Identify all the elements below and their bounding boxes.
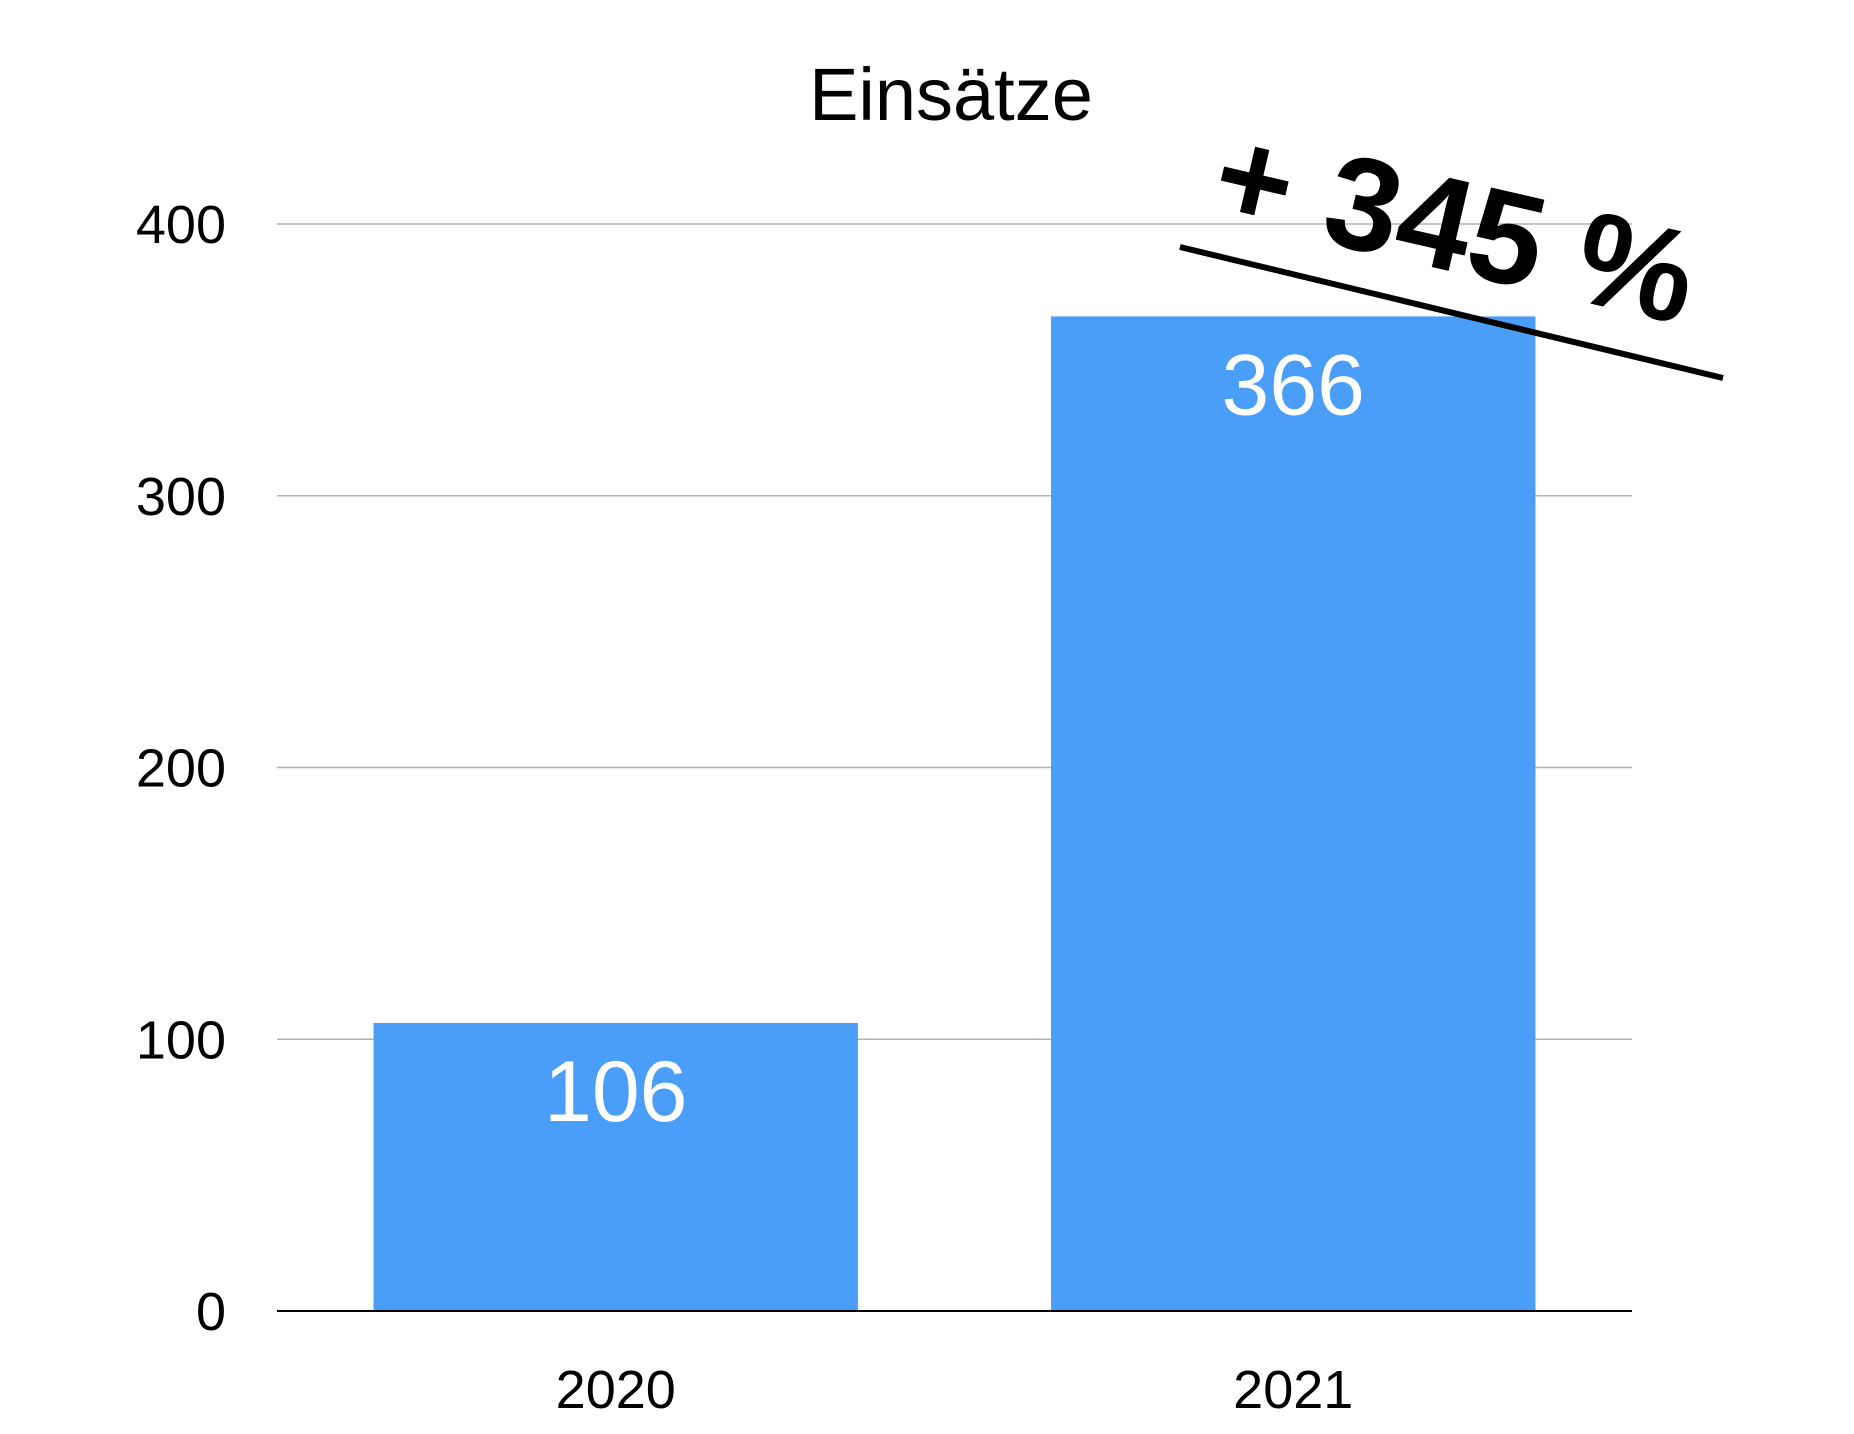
- data-labels: 106 366: [544, 337, 1365, 1140]
- data-label-2021: 366: [1222, 337, 1366, 433]
- bars: [373, 316, 1536, 1311]
- y-tick-label: 200: [136, 739, 226, 799]
- chart-title: Einsätze: [809, 53, 1093, 136]
- y-tick-label: 400: [136, 195, 226, 255]
- change-annotation-underline: [1179, 244, 1724, 381]
- x-axis-ticks: 2020 2021: [556, 1360, 1354, 1420]
- y-tick-label: 0: [196, 1282, 226, 1342]
- y-axis-ticks: 0 100 200 300 400: [136, 195, 226, 1342]
- x-tick-label-2020: 2020: [556, 1360, 676, 1420]
- data-label-2020: 106: [544, 1044, 688, 1140]
- bar-2020: [373, 1022, 858, 1311]
- y-tick-label: 100: [136, 1010, 226, 1070]
- bar-2021: [1051, 316, 1536, 1311]
- y-tick-label: 300: [136, 467, 226, 527]
- x-tick-label-2021: 2021: [1233, 1360, 1353, 1420]
